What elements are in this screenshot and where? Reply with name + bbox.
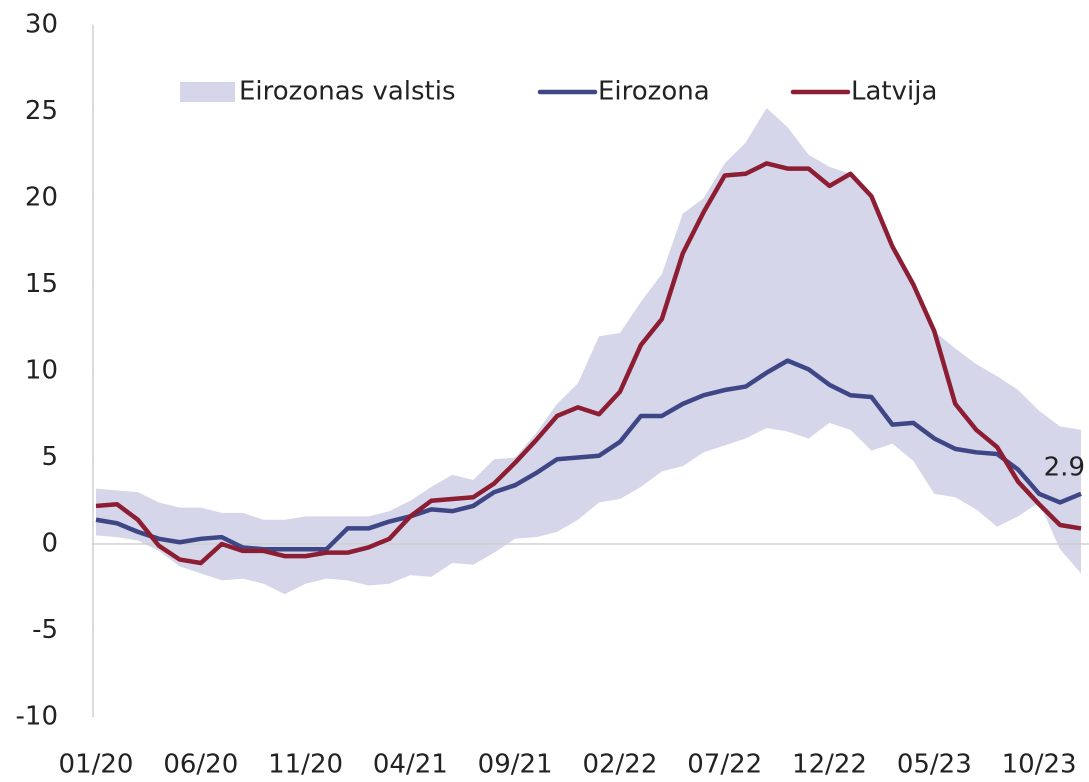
y-tick-label: 0 (41, 529, 58, 559)
y-tick-label: 25 (25, 96, 58, 126)
x-tick-label: 10/23 (1002, 750, 1077, 780)
x-tick-label: 01/20 (59, 750, 134, 780)
line-1 (95, 161, 1082, 566)
x-tick-label: 11/20 (268, 750, 343, 780)
legend-label: Eirozona (598, 77, 710, 107)
legend-label: Eirozonas valstis (239, 77, 456, 107)
x-tick-label: 06/20 (163, 750, 238, 780)
y-tick-label: 15 (25, 269, 58, 299)
legend-swatch (180, 82, 235, 102)
y-tick-label: 30 (25, 10, 58, 40)
x-tick-label: 04/21 (373, 750, 448, 780)
y-tick-label: 10 (25, 356, 58, 386)
range-band (96, 108, 1081, 595)
x-tick-label: 05/23 (897, 750, 972, 780)
y-tick-label: 5 (41, 442, 58, 472)
x-tick-label: 09/21 (478, 750, 553, 780)
x-tick-label: 07/22 (687, 750, 762, 780)
y-tick-label: 20 (25, 183, 58, 213)
y-tick-label: -5 (32, 615, 58, 645)
x-tick-label: 02/22 (582, 750, 657, 780)
y-tick-label: -10 (16, 702, 58, 732)
legend-label: Latvija (851, 77, 937, 107)
annotation: 2.9 (1044, 452, 1085, 482)
x-tick-label: 12/22 (792, 750, 867, 780)
